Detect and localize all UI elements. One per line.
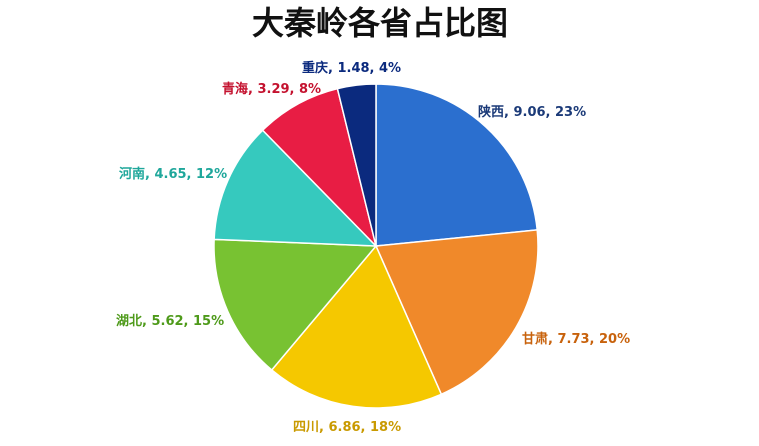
slice-labels: 陕西, 9.06, 23% 甘肃, 7.73, 20% 四川, 6.86, 18% 湖… xyxy=(116,60,630,435)
slice-label-3: 四川, 6.86, 18% xyxy=(293,420,401,435)
pie-slice-6 xyxy=(261,87,378,249)
pie-slice-4 xyxy=(213,238,378,372)
pie-slice-3 xyxy=(270,244,443,409)
slice-label-4: 湖北, 5.62, 15% xyxy=(116,314,224,329)
chart-title: 大秦岭各省占比图 xyxy=(252,4,508,42)
slice-label-5: 河南, 4.65, 12% xyxy=(119,166,227,182)
slice-label-6: 青海, 3.29, 8% xyxy=(222,81,321,97)
pie-slice-5 xyxy=(213,129,378,247)
pie-slices xyxy=(213,83,539,409)
pie-slice-2 xyxy=(374,229,539,396)
pie-slice-1 xyxy=(375,83,539,247)
slice-label-2: 甘肃, 7.73, 20% xyxy=(522,331,630,347)
pie-slice-7 xyxy=(336,83,377,247)
slice-label-7: 重庆, 1.48, 4% xyxy=(302,60,401,76)
slice-label-1: 陕西, 9.06, 23% xyxy=(478,104,586,120)
